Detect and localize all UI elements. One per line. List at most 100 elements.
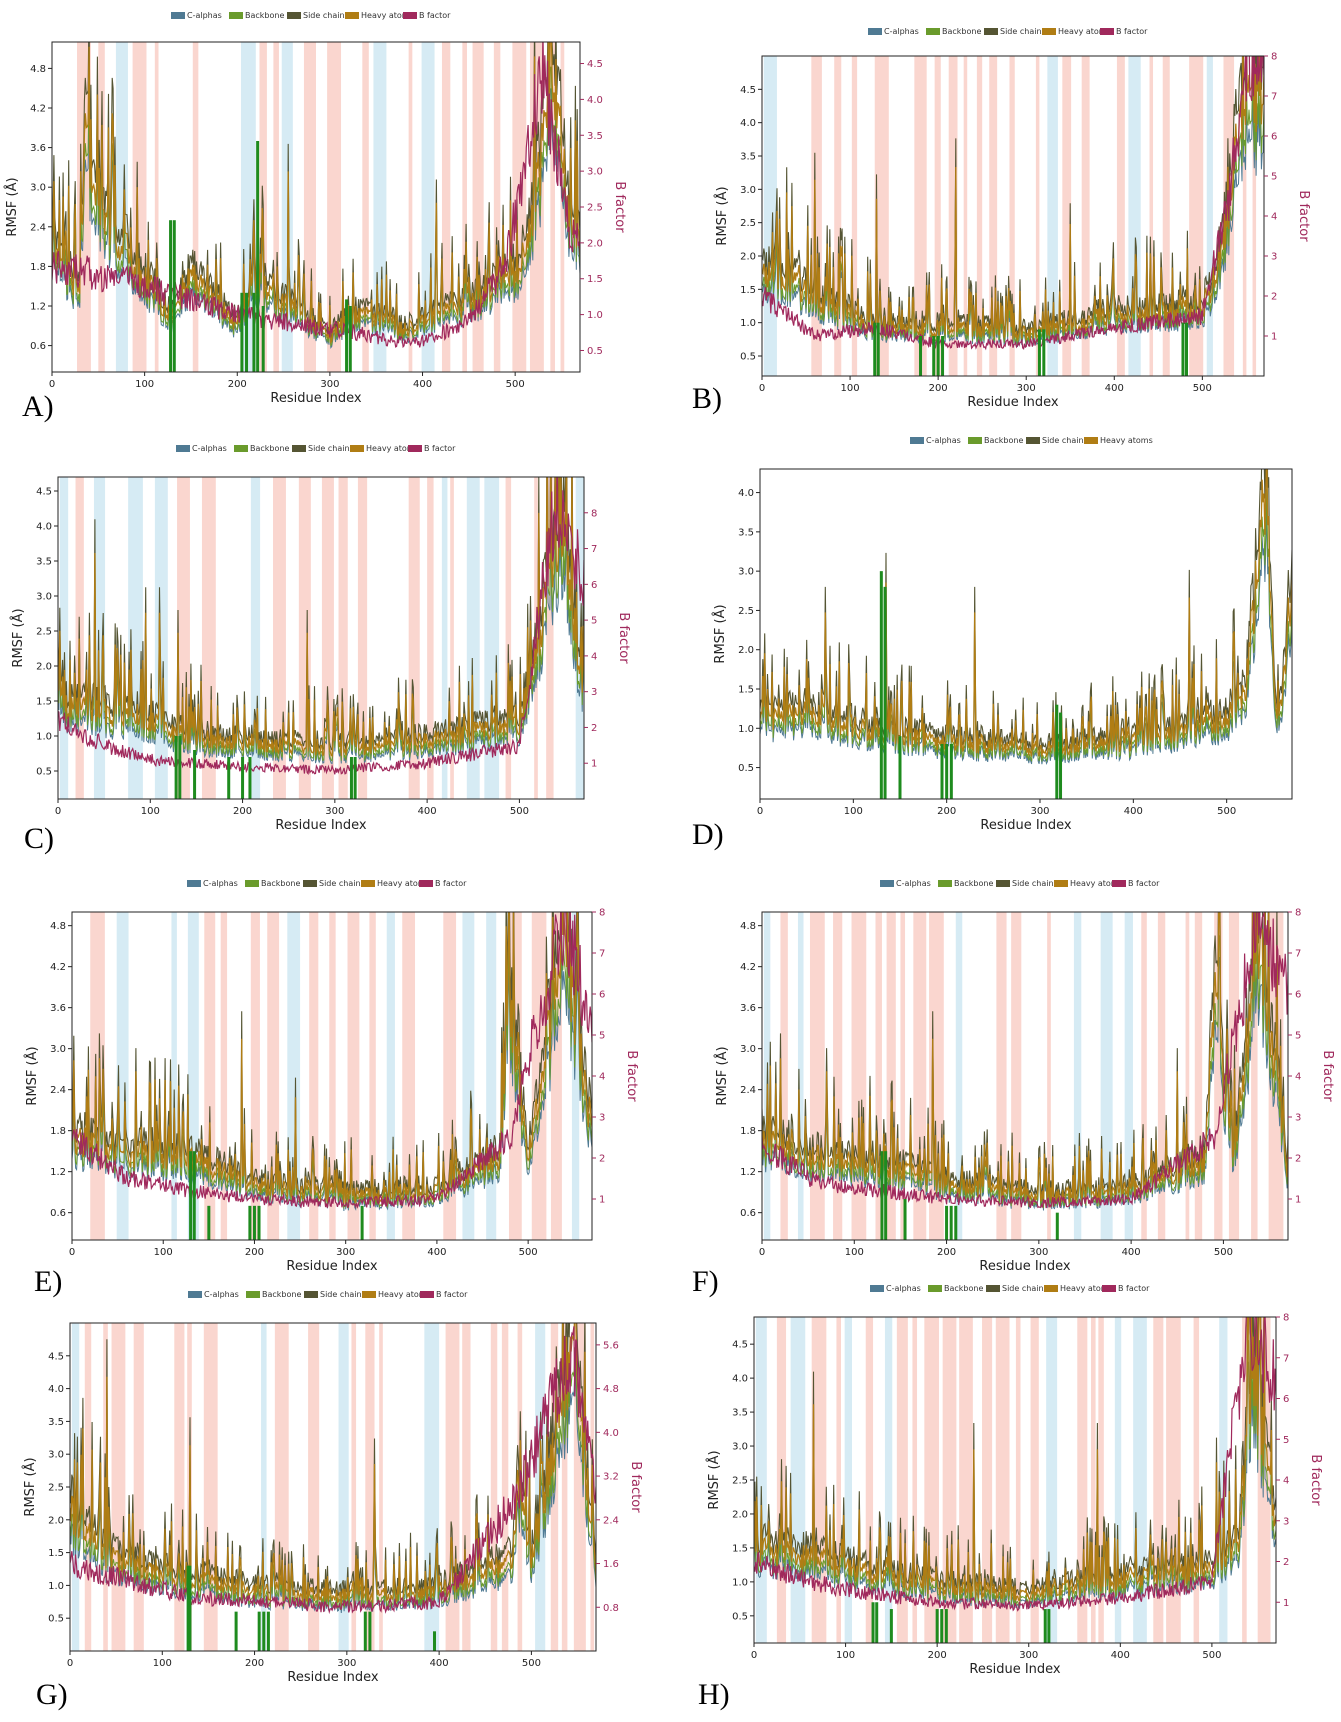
y2-tick-label: 2.0 [587, 238, 603, 249]
contact-marker [256, 141, 260, 372]
helix-band [303, 42, 316, 372]
x-tick-label: 400 [1111, 1650, 1130, 1661]
sidechains-series [58, 477, 584, 751]
contact-marker [349, 757, 353, 799]
y-tick-label: 2.0 [732, 1509, 748, 1520]
x-tick-label: 200 [233, 806, 252, 817]
calpha-series [52, 88, 580, 349]
x-tick-label: 100 [836, 1650, 855, 1661]
x-axis-label: Residue Index [270, 391, 362, 406]
y-axis-label: RMSF (Å) [714, 1046, 730, 1105]
helix-band [204, 912, 216, 1240]
y-tick-label: 3.0 [732, 1442, 748, 1453]
helix-band [1214, 912, 1223, 1240]
legend-swatch [1112, 880, 1126, 887]
strand-band [763, 56, 777, 376]
legend-label: C-alphas [204, 1290, 239, 1299]
legend-swatch [187, 880, 201, 887]
y-tick-label: 4.2 [30, 104, 46, 115]
heavyatoms-series [70, 1323, 596, 1605]
helix-band [174, 1323, 185, 1651]
y-tick-label: 2.0 [48, 1515, 64, 1526]
strand-band [1114, 1317, 1122, 1643]
legend-label: C-alphas [886, 1284, 921, 1293]
y2-tick-label: 3 [591, 687, 597, 698]
legend: C-alphas Backbone Side chains Heavy atoms B … [188, 1290, 468, 1299]
helix-band [450, 477, 454, 799]
contact-marker [945, 744, 949, 799]
y-tick-label: 0.5 [36, 767, 52, 778]
legend: C-alphas Backbone Side chains Heavy atoms B … [176, 444, 456, 453]
y-tick-label: 2.5 [740, 218, 756, 229]
helix-band [1189, 56, 1204, 376]
contact-marker [189, 1151, 193, 1240]
x-tick-label: 100 [135, 379, 154, 390]
legend: C-alphas Backbone Side chains Heavy atoms B … [171, 11, 451, 20]
contact-marker [1047, 1609, 1051, 1643]
contact-marker [898, 736, 902, 799]
strand-band [116, 912, 129, 1240]
chart-panel-c: 0 100 200 300 400 500 0.5 1.0 1.5 2.0 2.5 3.0 3.5 4.0… [10, 444, 631, 855]
legend-swatch [1100, 28, 1114, 35]
y-tick-label: 3.5 [48, 1417, 64, 1428]
helix-band [1077, 1317, 1088, 1643]
strand-band [154, 477, 168, 799]
strand-band [287, 912, 301, 1240]
y2-axis-label: B factor [624, 1050, 639, 1102]
helix-band [875, 912, 882, 1240]
strand-band [575, 477, 584, 799]
x-tick-label: 0 [759, 383, 765, 394]
legend-swatch [361, 880, 375, 887]
legend-swatch [171, 12, 185, 19]
helix-band [995, 1317, 1010, 1643]
y2-axis-label: B factor [1308, 1454, 1323, 1506]
legend-label: Backbone [245, 11, 284, 20]
helix-band [321, 477, 334, 799]
plot-frame [759, 468, 1293, 800]
y2-axis-label: B factor [1320, 1050, 1335, 1102]
legend-label: Side chains [1002, 1284, 1048, 1293]
chart-panel-h: 0 100 200 300 400 500 0.5 1.0 1.5 2.0 2.5 3.0 3.5 4.0… [698, 1284, 1323, 1711]
helix-band [298, 477, 311, 799]
backbone-series [70, 1347, 596, 1611]
helix-band [865, 1317, 874, 1643]
legend-swatch [1102, 1285, 1116, 1292]
bfactor-series [70, 1326, 596, 1615]
y-tick-label: 0.6 [740, 1208, 756, 1219]
legend-swatch [1084, 437, 1098, 444]
y-tick-label: 4.0 [732, 1374, 748, 1385]
x-tick-label: 300 [337, 1658, 356, 1669]
contact-marker [241, 757, 245, 799]
y-tick-label: 1.8 [740, 1126, 756, 1137]
strand-band [1124, 912, 1133, 1240]
legend-swatch [1044, 1285, 1058, 1292]
contact-marker [368, 1611, 372, 1651]
helix-band [192, 42, 199, 372]
legend-label: C-alphas [896, 879, 931, 888]
y2-tick-label: 1.5 [587, 274, 603, 285]
contact-marker [207, 1205, 211, 1240]
y-tick-label: 0.6 [50, 1208, 66, 1219]
contact-marker [883, 586, 887, 799]
helix-band [501, 1323, 509, 1651]
y2-tick-label: 6 [599, 990, 605, 1001]
bfactor-series [754, 1317, 1276, 1612]
helix-band [1194, 912, 1203, 1240]
helix-band [427, 477, 434, 799]
y2-tick-label: 1.6 [603, 1559, 619, 1570]
y2-tick-label: 5.6 [603, 1340, 619, 1351]
legend-label: C-alphas [192, 444, 227, 453]
x-tick-label: 300 [320, 379, 339, 390]
y-tick-label: 1.0 [36, 732, 52, 743]
x-tick-label: 400 [1105, 383, 1124, 394]
y2-tick-label: 4.0 [603, 1428, 619, 1439]
legend: C-alphas Backbone Side chains Heavy atoms B … [870, 1284, 1150, 1293]
helix-band [912, 1317, 918, 1643]
y2-tick-label: 0.5 [587, 346, 603, 357]
x-tick-label: 0 [69, 1247, 75, 1258]
legend-label: Backbone [262, 1290, 301, 1299]
legend: C-alphas Backbone Side chains Heavy atoms [910, 436, 1153, 445]
legend-swatch [968, 437, 982, 444]
plot-area [762, 56, 1264, 376]
contact-marker [880, 1151, 884, 1240]
